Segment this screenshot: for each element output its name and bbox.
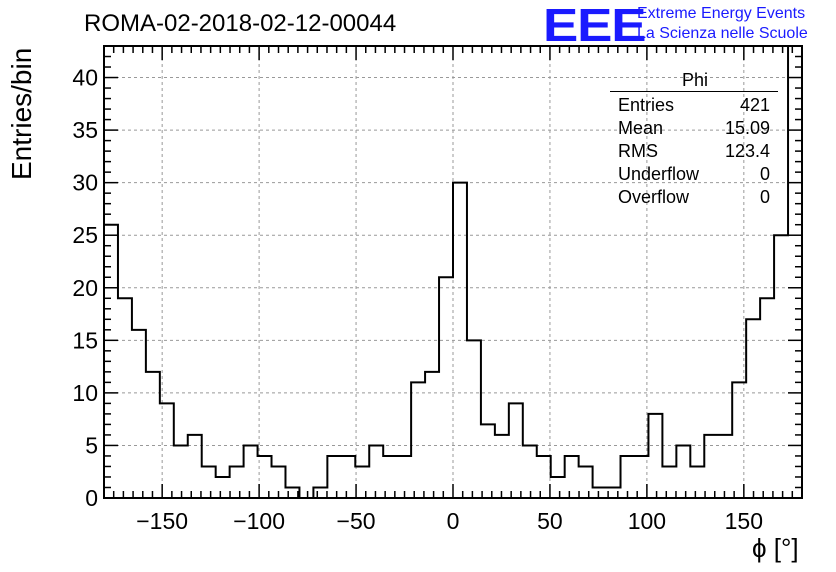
histogram-bin <box>565 456 579 498</box>
histogram-bin <box>411 382 425 498</box>
histogram-bin <box>774 235 788 498</box>
x-tick-label: 50 <box>537 508 563 534</box>
histogram-bin <box>439 277 453 498</box>
histogram-bin <box>467 340 481 498</box>
histogram-bin <box>662 466 676 498</box>
histogram-bin <box>718 435 732 498</box>
stats-value: 0 <box>759 164 770 184</box>
histogram-bin <box>537 456 551 498</box>
x-tick-label: −50 <box>337 508 376 534</box>
x-tick-label: −100 <box>233 508 285 534</box>
stats-value: 0 <box>759 187 770 207</box>
histogram-bin <box>495 435 509 498</box>
stats-value: 421 <box>739 95 770 115</box>
histogram-bin <box>732 382 746 498</box>
histogram-bin <box>369 445 383 498</box>
stats-value: 123.4 <box>724 141 770 161</box>
histogram-bin <box>230 466 244 498</box>
histogram-bin <box>425 372 439 498</box>
axis-tick-labels: −150 −100 −50 0 50 100 150 0 5 10 15 20 25 30 35 40 <box>72 65 763 534</box>
histogram-bin <box>579 466 593 498</box>
histogram-bin <box>132 330 146 498</box>
stats-label: Mean <box>618 118 664 138</box>
stats-label: Underflow <box>618 164 700 184</box>
stats-value: 15.09 <box>724 118 770 138</box>
histogram-bin <box>216 477 230 498</box>
y-tick-label: 20 <box>72 275 98 301</box>
histogram-bin <box>676 445 690 498</box>
y-tick-label: 5 <box>85 432 98 458</box>
plot-frame <box>103 45 803 499</box>
histogram-bin <box>174 445 188 498</box>
eee-logo: EEE <box>543 0 647 51</box>
histogram-bin <box>746 319 760 498</box>
x-tick-label: 150 <box>725 508 763 534</box>
histogram-bin <box>509 403 523 498</box>
histogram-bin <box>593 487 607 498</box>
logo-line-2: La Scienza nelle Scuole <box>637 25 808 42</box>
histogram-bin <box>453 183 467 498</box>
stats-label: Entries <box>618 95 675 115</box>
stats-label: Overflow <box>618 187 690 207</box>
y-tick-label: 15 <box>72 327 98 353</box>
histogram-bin <box>355 466 369 498</box>
histogram-bin <box>188 435 202 498</box>
x-tick-label: 0 <box>447 508 460 534</box>
x-axis-label: ϕ [°] <box>752 533 799 563</box>
y-tick-label: 35 <box>72 117 98 143</box>
histogram-bin <box>690 466 704 498</box>
y-tick-label: 10 <box>72 380 98 406</box>
histogram-bin <box>648 414 662 498</box>
stats-label: RMS <box>618 141 658 161</box>
y-tick-label: 25 <box>72 222 98 248</box>
histogram-bin <box>551 477 565 498</box>
histogram-bin <box>146 372 160 498</box>
histogram-bin <box>313 487 327 498</box>
histogram-bin <box>118 298 132 498</box>
stats-row-overflow: Overflow 0 <box>610 186 778 209</box>
histogram-bin <box>327 456 341 498</box>
x-tick-label: 100 <box>628 508 666 534</box>
stats-row-underflow: Underflow 0 <box>610 163 778 186</box>
y-tick-label: 30 <box>72 170 98 196</box>
histogram-bin <box>244 445 258 498</box>
stats-row-entries: Entries 421 <box>610 94 778 117</box>
x-tick-label: −150 <box>136 508 188 534</box>
axis-ticks <box>104 46 802 498</box>
y-tick-label: 40 <box>72 65 98 91</box>
histogram-bin <box>341 456 355 498</box>
stats-row-mean: Mean 15.09 <box>610 117 778 140</box>
stats-title: Phi <box>681 70 708 90</box>
histogram-bin <box>160 403 174 498</box>
histogram-bin <box>523 445 537 498</box>
histogram-bin <box>202 466 216 498</box>
histogram-bin <box>760 298 774 498</box>
stats-divider <box>610 91 778 92</box>
y-tick-label: 0 <box>85 485 98 511</box>
histogram-bin <box>704 435 718 498</box>
histogram-outline <box>104 45 802 499</box>
y-axis-label: Entries/bin <box>6 47 37 180</box>
stats-box: Phi Entries 421 Mean 15.09 RMS 123.4 Und… <box>610 70 778 209</box>
logo-line-1: Extreme Energy Events <box>637 5 806 22</box>
page-title: ROMA-02-2018-02-12-00044 <box>84 10 397 37</box>
histogram-bin <box>788 46 802 498</box>
histogram-bin <box>481 424 495 498</box>
stats-row-rms: RMS 123.4 <box>610 140 778 163</box>
